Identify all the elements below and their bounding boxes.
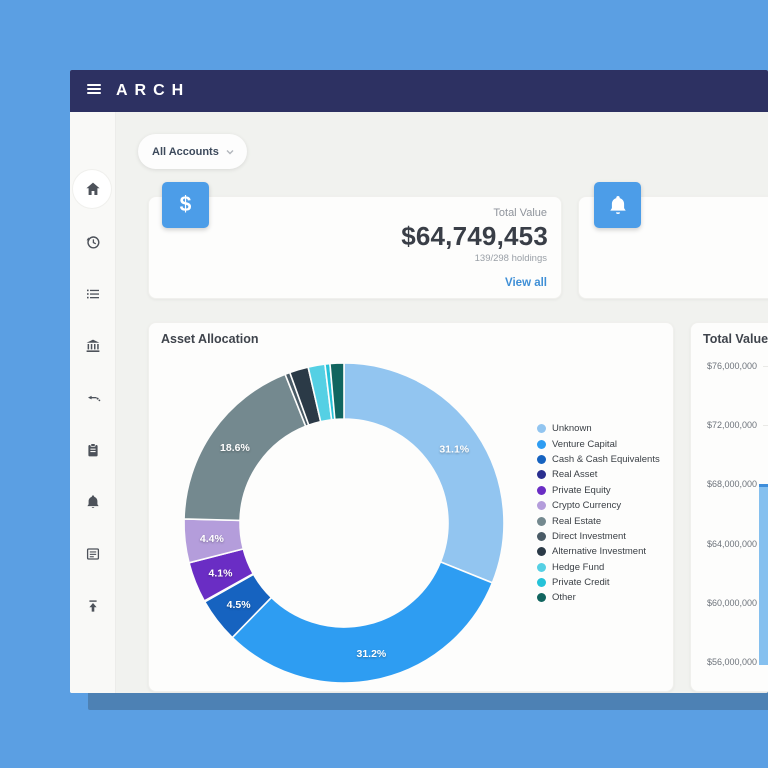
y-axis-tick-label: $68,000,000 (706, 479, 757, 490)
ledger-icon (86, 548, 99, 560)
legend-label: Cash & Cash Equivalents (552, 453, 660, 465)
trend-chart-title: Total Value (703, 332, 768, 346)
legend-label: Private Credit (552, 577, 610, 589)
list-icon (86, 289, 99, 299)
legend-color-dot (537, 547, 546, 557)
sidebar-item-upload[interactable] (70, 588, 115, 624)
donut-slice-label: 4.4% (200, 533, 225, 545)
legend-item-real-estate[interactable]: Real Estate (537, 513, 660, 528)
legend-item-hedge-fund[interactable]: Hedge Fund (537, 560, 660, 575)
total-value-bar-chart: $76,000,000 $72,000,000 $68,000,000 $64,000… (691, 323, 768, 691)
history-clock-icon (86, 236, 99, 249)
asset-allocation-donut-chart: 31.1% 31.2% 4.5% 4.1% 4.4% 18.6% (183, 362, 505, 684)
donut-slice-label: 18.6% (220, 442, 250, 454)
legend-color-dot (537, 531, 546, 541)
sidebar-item-activity[interactable] (70, 224, 115, 260)
legend-color-dot (537, 562, 546, 572)
y-axis-tick-label: $64,000,000 (706, 538, 757, 549)
chevron-down-icon (226, 149, 234, 154)
sidebar-item-documents[interactable] (70, 536, 115, 572)
y-axis-tick-label: $60,000,000 (706, 597, 757, 608)
sidebar-nav (70, 112, 116, 693)
sidebar-item-home[interactable] (70, 171, 115, 207)
donut-slice-label: 31.2% (356, 648, 386, 660)
dollar-glyph: $ (179, 193, 192, 216)
donut-legend: Unknown Venture Capital Cash & Cash Equiva… (537, 421, 660, 606)
legend-color-dot (537, 424, 546, 434)
clipboard-icon (87, 443, 98, 457)
upload-icon (88, 600, 97, 612)
gridline (763, 366, 768, 367)
donut-slice-label: 31.1% (439, 444, 469, 456)
asset-allocation-title: Asset Allocation (161, 332, 259, 346)
menu-icon[interactable] (87, 84, 101, 97)
legend-color-dot (537, 439, 546, 449)
legend-item-venture-capital[interactable]: Venture Capital (537, 436, 660, 451)
home-icon (85, 182, 100, 195)
legend-label: Real Estate (552, 515, 602, 527)
legend-label: Other (552, 592, 576, 604)
legend-label: Private Equity (552, 484, 611, 496)
notification-bell-icon (594, 182, 641, 228)
app-window: ARCH (70, 70, 768, 693)
top-navigation-bar: ARCH (70, 70, 768, 112)
legend-color-dot (537, 454, 546, 464)
total-value-label: Total Value (493, 207, 547, 219)
legend-item-private-credit[interactable]: Private Credit (537, 575, 660, 590)
total-value-trend-card: Total Value $76,000,000 $72,000,000 $68,00… (690, 322, 768, 692)
cash-flow-arrow-icon (87, 395, 100, 402)
sidebar-item-flows[interactable] (70, 380, 115, 416)
donut-slice-unknown[interactable] (343, 362, 505, 584)
legend-item-direct-investment[interactable]: Direct Investment (537, 529, 660, 544)
total-value-bar (759, 484, 768, 665)
sidebar-item-holdings[interactable] (70, 276, 115, 312)
total-value-card: Total Value $64,749,453 139/298 holdings… (148, 196, 562, 299)
legend-label: Hedge Fund (552, 561, 605, 573)
legend-color-dot (537, 501, 546, 511)
y-axis-tick-label: $56,000,000 (706, 657, 757, 667)
y-axis-tick-label: $72,000,000 (706, 420, 757, 431)
legend-color-dot (537, 485, 546, 495)
donut-slice-label: 4.1% (209, 567, 234, 579)
legend-item-unknown[interactable]: Unknown (537, 421, 660, 436)
donut-slice-other[interactable] (329, 362, 345, 421)
y-axis-tick-label: $76,000,000 (706, 361, 757, 371)
view-all-link[interactable]: View all (505, 277, 547, 289)
brand-logo: ARCH (116, 82, 191, 99)
account-selector-label: All Accounts (152, 145, 219, 158)
legend-label: Alternative Investment (552, 546, 646, 558)
bank-icon (86, 339, 99, 352)
legend-label: Unknown (552, 423, 592, 435)
dollar-icon: $ (162, 182, 209, 228)
sidebar-item-alerts[interactable] (70, 484, 115, 520)
legend-color-dot (537, 516, 546, 526)
bell-glyph (609, 196, 626, 214)
legend-item-crypto-currency[interactable]: Crypto Currency (537, 498, 660, 513)
legend-label: Crypto Currency (552, 500, 622, 512)
sidebar-item-tasks[interactable] (70, 432, 115, 468)
holdings-count: 139/298 holdings (474, 253, 547, 264)
legend-label: Venture Capital (552, 438, 617, 450)
gridline (763, 425, 768, 427)
legend-item-alternative-investment[interactable]: Alternative Investment (537, 544, 660, 559)
legend-color-dot (537, 470, 546, 480)
legend-item-real-asset[interactable]: Real Asset (537, 467, 660, 482)
legend-color-dot (537, 593, 546, 603)
donut-slice-venture-capital[interactable] (231, 560, 494, 684)
notifications-card (578, 196, 768, 299)
legend-label: Real Asset (552, 469, 598, 481)
total-value-amount: $64,749,453 (401, 221, 548, 251)
legend-color-dot (537, 578, 546, 588)
account-selector-dropdown[interactable]: All Accounts (138, 134, 247, 169)
legend-label: Direct Investment (552, 530, 626, 542)
asset-allocation-card: Asset Allocation 31.1% 31.2% 4.5% 4.1% 4.4% 1… (148, 322, 674, 692)
sidebar-item-institutions[interactable] (70, 328, 115, 364)
legend-item-private-equity[interactable]: Private Equity (537, 483, 660, 498)
legend-item-other[interactable]: Other (537, 590, 660, 605)
bell-icon (86, 495, 99, 508)
legend-item-cash-cash-equivalents[interactable]: Cash & Cash Equivalents (537, 452, 660, 467)
donut-slice-label: 4.5% (227, 599, 252, 611)
